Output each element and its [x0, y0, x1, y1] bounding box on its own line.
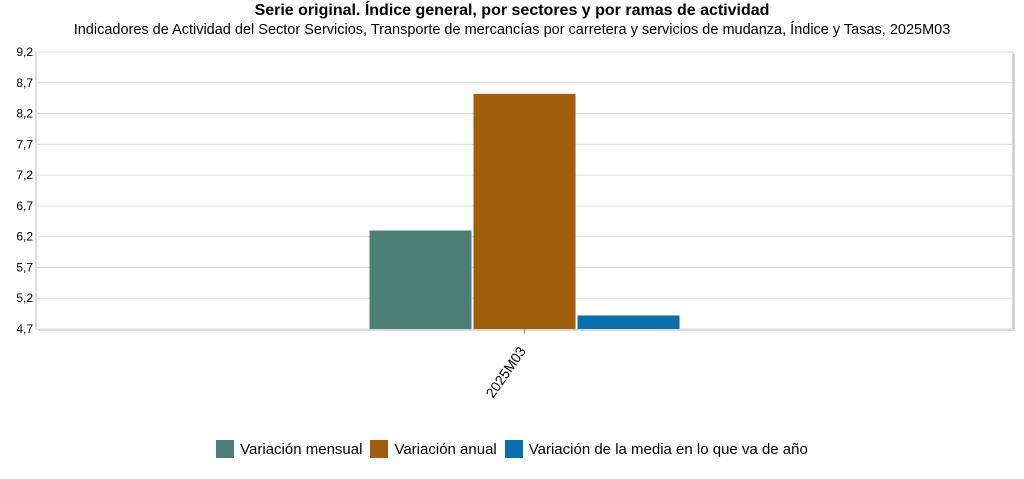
bar [369, 230, 472, 329]
chart-subtitle: Indicadores de Actividad del Sector Serv… [73, 22, 951, 38]
chart-title: Serie original. Índice general, por sect… [254, 2, 770, 19]
y-tick-label: 7,2 [16, 168, 33, 182]
chart-legend: Variación mensual Variación anual Variac… [0, 440, 1024, 458]
legend-swatch-0 [216, 440, 235, 458]
y-tick-label: 6,2 [16, 230, 33, 244]
y-tick-label: 8,7 [16, 76, 33, 90]
legend-label-1: Variación anual [394, 440, 497, 458]
y-tick-label: 8,2 [16, 107, 33, 121]
y-tick-label: 7,7 [16, 137, 33, 151]
legend-label-0: Variación mensual [240, 440, 363, 458]
bar [473, 93, 576, 329]
x-tick-label: 2025M03 [482, 343, 529, 400]
y-tick-label: 9,2 [16, 45, 33, 59]
y-tick-label: 5,2 [16, 291, 33, 305]
legend-label-2: Variación de la media en lo que va de añ… [528, 440, 808, 458]
bar [577, 315, 680, 329]
legend-item-1[interactable]: Variación anual [370, 440, 497, 458]
bar-chart: 9,2 8,7 8,2 7,7 7,2 6,7 6,2 5,7 5,2 4,7 2025M03 [16, 45, 1015, 401]
y-tick-label: 6,7 [16, 199, 33, 213]
legend-swatch-1 [370, 440, 389, 458]
legend-swatch-2 [504, 440, 523, 458]
legend-item-2[interactable]: Variación de la media en lo que va de añ… [504, 440, 808, 458]
y-tick-label: 5,7 [16, 260, 33, 274]
y-tick-label: 4,7 [16, 322, 33, 336]
legend-item-0[interactable]: Variación mensual [216, 440, 362, 458]
